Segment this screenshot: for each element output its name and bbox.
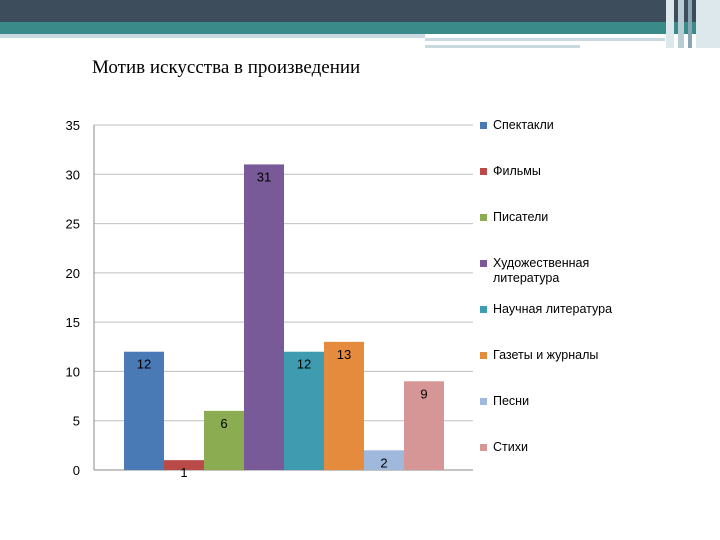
legend-label: Спектакли	[493, 118, 554, 132]
legend-item: Спектакли	[480, 118, 650, 133]
y-tick-label: 5	[73, 414, 80, 429]
header-divider-line	[0, 34, 425, 38]
legend-item: Писатели	[480, 210, 650, 225]
legend-swatch	[480, 168, 487, 175]
legend-swatch	[480, 260, 487, 267]
bar	[364, 450, 404, 470]
bar	[404, 381, 444, 470]
bar	[164, 460, 204, 470]
bar	[324, 341, 364, 470]
slide-title: Мотив искусства в произведении	[92, 57, 361, 78]
legend-item: Стихи	[480, 440, 650, 455]
bar-value-label: 12	[137, 357, 151, 372]
y-tick-label: 0	[73, 463, 80, 478]
bar-value-label: 1	[180, 465, 187, 480]
bar-value-label: 6	[220, 416, 227, 431]
legend-swatch	[480, 122, 487, 129]
bar	[244, 164, 284, 470]
legend-item: Научная литература	[480, 302, 650, 317]
legend-label: Песни	[493, 394, 530, 408]
bar-value-label: 13	[337, 347, 351, 362]
y-tick-label: 35	[66, 118, 80, 133]
legend-label: Писатели	[493, 210, 549, 224]
bar-value-label: 2	[380, 455, 387, 470]
legend-swatch	[480, 306, 487, 313]
bar	[124, 351, 164, 470]
legend-label: Газеты и журналы	[493, 348, 599, 362]
header-divider-line	[425, 38, 665, 41]
y-tick-label: 10	[66, 364, 80, 379]
header-band	[0, 0, 720, 22]
bar	[284, 351, 324, 470]
legend-label: Фильмы	[493, 164, 541, 178]
legend-item: Песни	[480, 394, 650, 409]
legend-swatch	[480, 444, 487, 451]
y-tick-label: 20	[66, 266, 80, 281]
header-accent-band	[0, 22, 720, 34]
legend-label: Стихи	[493, 440, 528, 454]
legend-item: Фильмы	[480, 164, 650, 179]
bar-value-label: 31	[257, 169, 271, 184]
bar	[204, 410, 244, 470]
legend-swatch	[480, 214, 487, 221]
y-tick-label: 25	[66, 217, 80, 232]
header-divider-line	[425, 45, 580, 48]
legend-swatch	[480, 398, 487, 405]
y-tick-label: 30	[66, 167, 80, 182]
legend-swatch	[480, 352, 487, 359]
legend-item: Газеты и журналы	[480, 348, 650, 363]
bar-value-label: 12	[297, 357, 311, 372]
legend-item: Художественная литература	[480, 256, 650, 286]
bar-value-label: 9	[420, 386, 427, 401]
legend-label: Художественная литература	[493, 256, 590, 285]
y-tick-label: 15	[66, 315, 80, 330]
header-decoration	[666, 0, 720, 48]
legend-label: Научная литература	[493, 302, 613, 316]
